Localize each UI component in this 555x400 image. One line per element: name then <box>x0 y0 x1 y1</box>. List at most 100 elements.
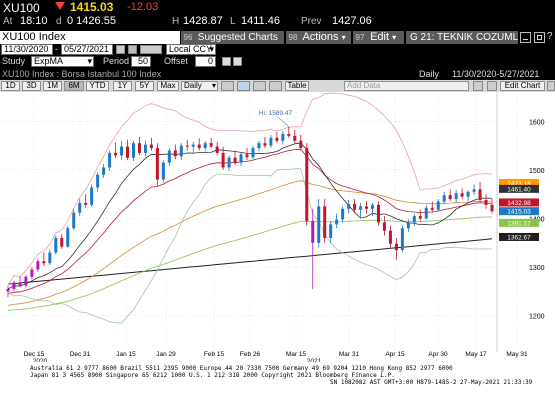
candle-body <box>376 204 380 223</box>
expand-icon[interactable] <box>534 32 545 43</box>
study-value: ExpMA <box>34 56 64 66</box>
candle-body <box>365 206 369 209</box>
x-tick-label: Mar 15 <box>286 351 307 358</box>
candle-type-icon[interactable] <box>221 81 234 91</box>
candle-body <box>54 237 58 253</box>
candle-body <box>30 269 34 277</box>
currency-label-icon <box>140 45 162 54</box>
candle-body <box>102 167 106 175</box>
period-1d-button[interactable]: 1D <box>1 81 20 91</box>
study-select[interactable]: ExpMA ▾ <box>31 56 94 67</box>
title-toolbar: XU100 Index 96 Suggested Charts 98 Actio… <box>0 30 555 44</box>
period-field[interactable]: 50 <box>131 56 151 67</box>
index-title-field[interactable]: XU100 Index <box>0 31 180 44</box>
period-1y-button[interactable]: 1Y <box>113 81 132 91</box>
candle-body <box>209 143 213 147</box>
edit-label: Edit <box>370 31 390 43</box>
candle-body <box>448 195 452 200</box>
footer-contacts-line1: Australia 61 2 9777 8600 Brazil 5511 239… <box>30 365 453 372</box>
zoom-icon[interactable] <box>473 81 483 91</box>
candle-body <box>359 206 363 210</box>
start-date-field[interactable]: 11/30/2020 <box>1 44 53 55</box>
candle-body <box>96 174 100 188</box>
candle-body <box>335 219 339 225</box>
candle-body <box>36 261 40 270</box>
actions-number: 98 <box>288 33 298 42</box>
footer-contacts-line2: Japan 81 3 4565 8900 Singapore 65 6212 1… <box>30 372 395 379</box>
x-tick-label: Mar 31 <box>339 351 360 358</box>
high-annotation: Hi: 1589.47 <box>259 110 293 117</box>
chevron-down-icon: ▾ <box>87 56 92 66</box>
candle-body <box>281 133 285 141</box>
chevron-down-icon: ▾ <box>341 33 346 42</box>
candle-body <box>90 187 94 205</box>
currency-select[interactable]: Local CCY ▾ <box>166 44 216 55</box>
candle-body <box>215 146 219 153</box>
calendar-icon[interactable] <box>116 45 125 54</box>
daily-select[interactable]: Daily ▾ <box>181 81 218 91</box>
x-tick-label: Feb 26 <box>240 351 261 358</box>
candle-body <box>84 202 88 205</box>
edit-button[interactable]: 97 Edit ▾ <box>353 31 404 44</box>
candle-body <box>341 208 345 220</box>
candle-body <box>78 202 82 213</box>
add-data-field[interactable]: Add Data <box>344 81 469 91</box>
candle-body <box>317 206 321 243</box>
minimize-icon[interactable] <box>520 32 531 43</box>
table-button[interactable]: Table <box>285 81 309 91</box>
settings-icon[interactable] <box>128 45 137 54</box>
daily-label: Daily <box>184 81 202 90</box>
edit-chart-button[interactable]: Edit Chart <box>500 81 545 91</box>
candle-body <box>299 140 303 149</box>
ticker-high: 1428.87 <box>183 15 223 27</box>
ticker-last: 1415.03 <box>70 0 114 14</box>
chart-type-icon[interactable] <box>237 81 250 91</box>
candle-body <box>251 148 255 158</box>
currency-value: Local CCY <box>169 44 213 54</box>
settings-icon[interactable] <box>547 81 555 91</box>
candle-body <box>454 193 458 200</box>
chevron-down-icon: ▾ <box>209 44 214 54</box>
period-ytd-button[interactable]: YTD <box>86 81 109 91</box>
suggested-charts-button[interactable]: 96 Suggested Charts <box>181 31 284 44</box>
ticker-time: 18:10 <box>20 15 48 27</box>
candle-body <box>149 144 153 149</box>
ticker-low: 1411.46 <box>241 15 280 27</box>
candle-body <box>466 191 470 197</box>
news-headline[interactable]: G 21: TEKNIK COZUMLEM... <box>406 31 518 44</box>
candle-body <box>108 152 112 168</box>
candle-body <box>161 162 165 180</box>
date-separator: - <box>55 44 58 54</box>
candle-body <box>370 204 374 209</box>
period-5y-button[interactable]: 5Y <box>135 81 154 91</box>
actions-button[interactable]: 98 Actions ▾ <box>286 31 351 44</box>
chart-background <box>0 92 555 362</box>
period-6m-button[interactable]: 6M <box>64 81 84 91</box>
ema-50-line <box>7 180 493 306</box>
crosshair-icon[interactable] <box>253 81 266 91</box>
candle-body <box>72 212 76 229</box>
candle-body <box>60 237 64 247</box>
checkbox-icon[interactable] <box>222 57 231 66</box>
ticker-h-label: H <box>172 16 180 27</box>
candle-body <box>42 261 46 264</box>
checkbox-icon[interactable] <box>233 57 242 66</box>
candle-body <box>263 143 267 146</box>
period-max-button[interactable]: Max <box>157 81 179 91</box>
candle-body <box>400 228 404 251</box>
ticker-l-label: L <box>230 16 236 27</box>
footer-session-line: SN 1082082 AST GMT+3:00 H879-1485-2 27-M… <box>330 379 533 386</box>
offset-field[interactable]: 0 <box>195 56 216 67</box>
period-1m-button[interactable]: 1M <box>43 81 62 91</box>
end-date-field[interactable]: 05/27/2021 <box>61 44 113 55</box>
pencil-icon[interactable] <box>487 81 497 91</box>
chart-toolbar: 1D 3D 1M 6M YTD 1Y 5Y Max Daily ▾ Table … <box>0 80 555 92</box>
period-3d-button[interactable]: 3D <box>22 81 41 91</box>
ticker-d-label: d <box>56 16 62 27</box>
help-icon[interactable]: ? <box>547 31 553 42</box>
annotation-icon[interactable] <box>269 81 282 91</box>
y-tick-label: 1500 <box>529 168 545 175</box>
ticker-prev-label: Prev <box>301 16 322 27</box>
candle-body <box>287 133 291 136</box>
